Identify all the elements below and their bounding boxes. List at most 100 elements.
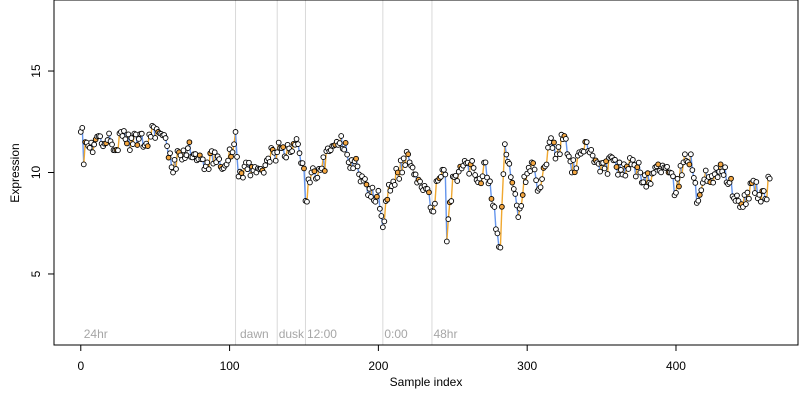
data-point (513, 192, 518, 197)
data-point (630, 157, 635, 162)
data-point (744, 202, 749, 207)
data-point (263, 163, 268, 168)
data-point (230, 150, 235, 155)
data-point (531, 161, 536, 166)
data-point (345, 152, 350, 157)
x-tick-label: 200 (368, 359, 388, 373)
data-point (235, 154, 240, 159)
data-point (584, 140, 589, 145)
data-point (613, 157, 618, 162)
data-point (241, 175, 246, 180)
data-point (696, 198, 701, 203)
y-tick-label: 10 (29, 166, 43, 180)
data-point (675, 176, 680, 181)
data-point (540, 177, 545, 182)
data-point (626, 167, 631, 172)
data-point (174, 167, 179, 172)
data-point (364, 182, 369, 187)
data-point (431, 209, 436, 214)
data-point (735, 193, 740, 198)
data-point (322, 169, 327, 174)
data-point (520, 193, 525, 198)
annotation-label: dusk (279, 327, 305, 341)
data-point (275, 150, 280, 155)
data-point (305, 199, 310, 204)
data-point (370, 185, 375, 190)
series-segment (451, 177, 452, 201)
data-point (764, 197, 769, 202)
data-point (163, 136, 168, 141)
data-point (80, 125, 85, 130)
data-point (172, 157, 177, 162)
y-axis-title: Expression (8, 143, 22, 202)
series-segment (384, 201, 385, 221)
data-point (523, 180, 528, 185)
data-point (538, 185, 543, 190)
data-point (511, 187, 516, 192)
data-point (276, 140, 281, 145)
data-point (703, 168, 708, 173)
data-point (116, 148, 121, 153)
data-point (495, 231, 500, 236)
data-point (200, 157, 205, 162)
data-point (680, 173, 685, 178)
data-point (687, 162, 692, 167)
x-tick-label: 300 (517, 359, 537, 373)
data-point (483, 160, 488, 165)
data-point (377, 206, 382, 211)
data-point (641, 180, 646, 185)
data-point (671, 174, 676, 179)
data-point (392, 182, 397, 187)
data-point (519, 203, 524, 208)
data-point (400, 170, 405, 175)
data-point (498, 245, 503, 250)
data-point (688, 152, 693, 157)
data-point (690, 168, 695, 173)
data-point (388, 188, 393, 193)
data-point (677, 184, 682, 189)
data-point (186, 146, 191, 151)
data-point (87, 145, 92, 150)
data-point (233, 130, 238, 135)
data-point (614, 165, 619, 170)
annotation-label: 24hr (84, 327, 108, 341)
data-point (379, 214, 384, 219)
x-axis-title: Sample index (390, 375, 463, 389)
data-point (302, 166, 307, 171)
data-point (382, 219, 387, 224)
data-point (300, 161, 305, 166)
data-point (232, 142, 237, 147)
data-point (248, 173, 253, 178)
data-point (81, 162, 86, 167)
data-point (508, 175, 513, 180)
data-point (438, 174, 443, 179)
data-point (501, 172, 506, 177)
data-point (691, 175, 696, 180)
y-tick-label: 5 (29, 270, 43, 277)
data-point (433, 201, 438, 206)
data-point (401, 156, 406, 161)
data-point (558, 152, 563, 157)
annotation-label: 12:00 (307, 327, 337, 341)
data-point (339, 134, 344, 139)
x-tick-label: 0 (77, 359, 84, 373)
data-point (296, 142, 301, 147)
data-point (363, 177, 368, 182)
data-point (605, 172, 610, 177)
data-point (98, 134, 103, 139)
data-point (648, 181, 653, 186)
data-point (139, 131, 144, 136)
data-point (499, 204, 504, 209)
data-point (206, 167, 211, 172)
data-point (489, 196, 494, 201)
data-point (659, 170, 664, 175)
series-segment (84, 142, 85, 164)
data-point (549, 136, 554, 141)
data-point (550, 146, 555, 151)
data-point (284, 155, 289, 160)
data-point (534, 178, 539, 183)
x-tick-label: 400 (666, 359, 686, 373)
data-point (467, 171, 472, 176)
